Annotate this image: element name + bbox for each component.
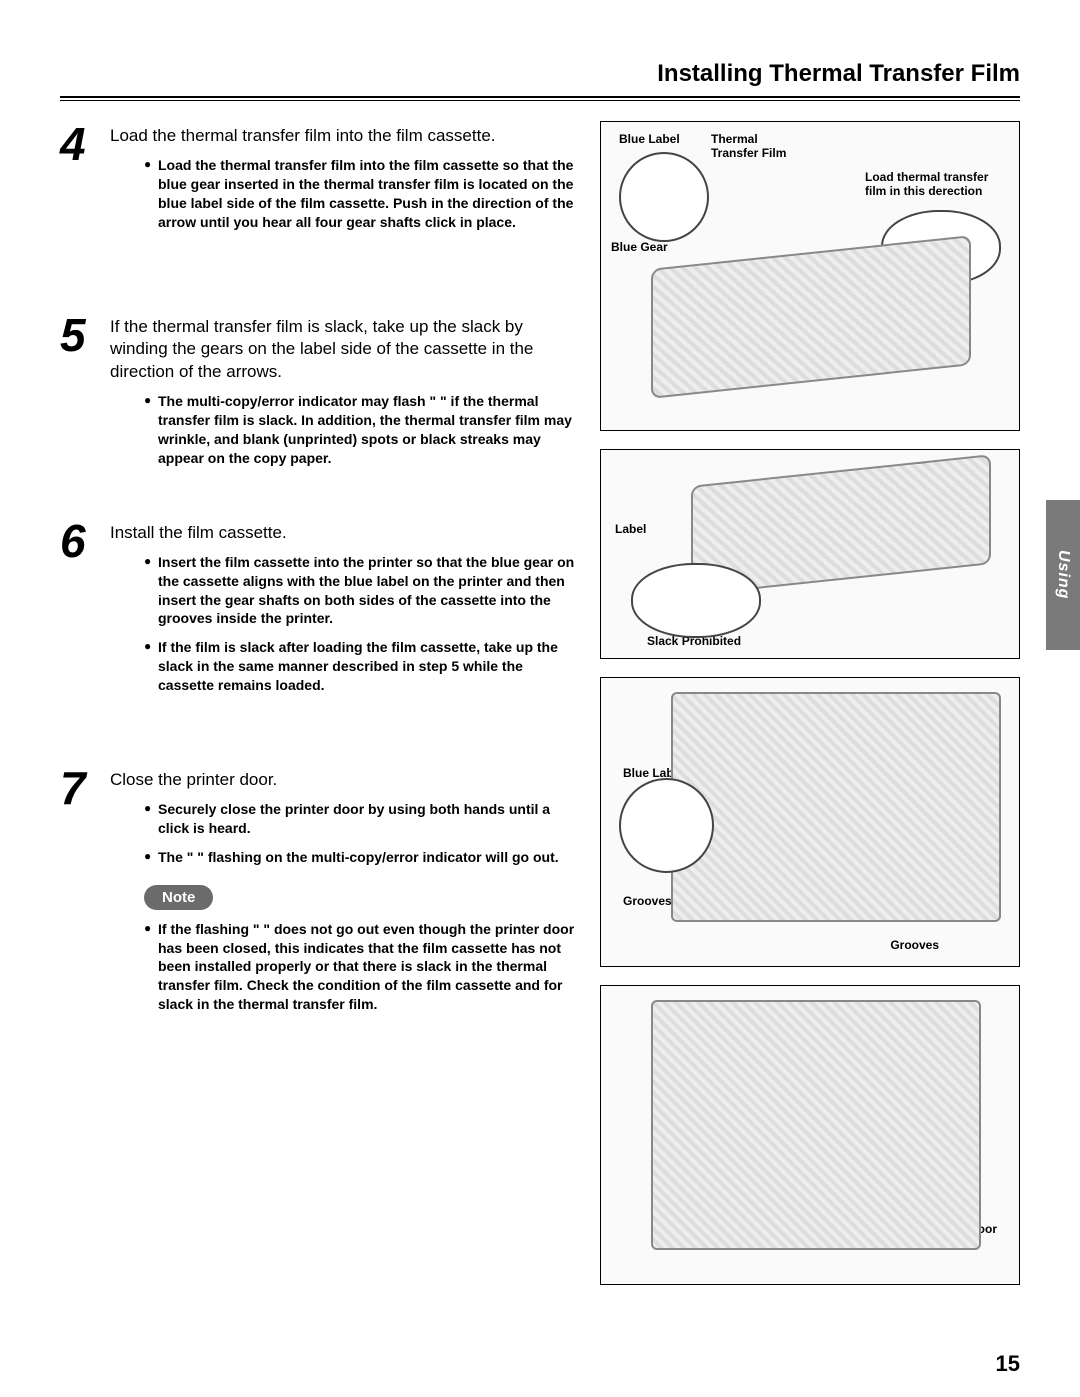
step-title: If the thermal transfer film is slack, t… [110, 316, 580, 385]
note-badge: Note [144, 885, 213, 910]
step-number: 6 [60, 518, 110, 705]
printer-close-illustration [651, 1000, 981, 1250]
step-6: 6 Install the film cassette. Insert the … [60, 518, 580, 705]
detail-oval-icon [631, 563, 761, 638]
label-blue-gear: Blue Gear [611, 240, 668, 254]
step-bullet: Load the thermal transfer film into the … [110, 156, 580, 232]
diagram-step5: Thermal Transfer Film Label Slack Prohib… [600, 449, 1020, 659]
section-tab: Using [1046, 500, 1080, 650]
step-number: 5 [60, 312, 110, 478]
manual-page: Installing Thermal Transfer Film 4 Load … [0, 0, 1080, 1333]
label-grooves: Grooves [623, 894, 672, 908]
step-number: 4 [60, 121, 110, 242]
step-7: 7 Close the printer door. Securely close… [60, 765, 580, 1024]
detail-circle-icon [619, 778, 714, 873]
step-4: 4 Load the thermal transfer film into th… [60, 121, 580, 242]
content-columns: 4 Load the thermal transfer film into th… [60, 121, 1020, 1303]
step-title: Close the printer door. [110, 769, 580, 792]
diagram-step6: Blue Label Grooves Grooves [600, 677, 1020, 967]
diagram-step7: Printer Door [600, 985, 1020, 1285]
step-number: 7 [60, 765, 110, 1024]
step-title: Load the thermal transfer film into the … [110, 125, 580, 148]
page-title: Installing Thermal Transfer Film [60, 60, 1020, 98]
label-label: Label [615, 522, 646, 536]
step-bullet: Securely close the printer door by using… [110, 800, 580, 838]
step-bullet: Insert the film cassette into the printe… [110, 553, 580, 629]
diagram-column: Blue Label Thermal Transfer Film Load th… [600, 121, 1020, 1303]
diagram-step4: Blue Label Thermal Transfer Film Load th… [600, 121, 1020, 431]
cassette-illustration [651, 235, 971, 399]
steps-column: 4 Load the thermal transfer film into th… [60, 121, 580, 1303]
step-bullet: If the film is slack after loading the f… [110, 638, 580, 695]
section-tab-label: Using [1054, 550, 1072, 599]
step-bullet: The multi-copy/error indicator may flash… [110, 392, 580, 468]
label-direction: Load thermal transfer film in this derec… [865, 170, 1005, 199]
label-grooves: Grooves [890, 938, 939, 952]
label-blue-label: Blue Label [619, 132, 680, 146]
detail-circle-icon [619, 152, 709, 242]
title-rule [60, 100, 1020, 101]
step-bullet: The " " flashing on the multi-copy/error… [110, 848, 580, 867]
step-5: 5 If the thermal transfer film is slack,… [60, 312, 580, 478]
page-number: 15 [996, 1351, 1020, 1377]
printer-illustration [671, 692, 1001, 922]
step-title: Install the film cassette. [110, 522, 580, 545]
label-thermal: Thermal Transfer Film [711, 132, 791, 161]
note-bullet: If the flashing " " does not go out even… [110, 920, 580, 1014]
